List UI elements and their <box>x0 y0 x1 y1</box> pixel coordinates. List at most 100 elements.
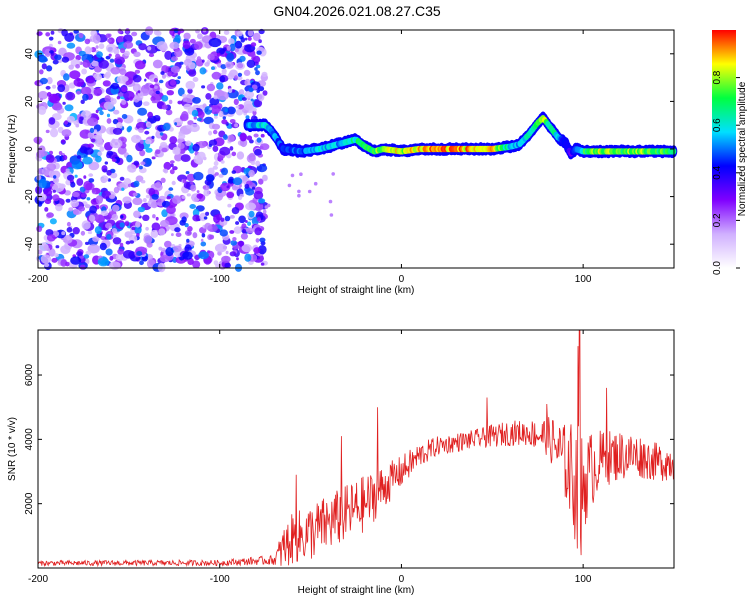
noise-speck <box>121 99 127 105</box>
noise-speck <box>142 214 150 221</box>
noise-speck <box>48 248 56 257</box>
noise-speck <box>146 158 152 165</box>
noise-speck <box>239 55 246 62</box>
noise-speck <box>250 98 254 102</box>
noise-speck <box>211 71 222 80</box>
noise-speck <box>217 91 229 101</box>
noise-speck <box>91 60 99 67</box>
noise-speck <box>114 56 125 65</box>
noise-speck <box>109 58 115 63</box>
noise-speck <box>206 83 216 92</box>
noise-speck <box>247 29 254 37</box>
noise-speck <box>97 257 110 267</box>
noise-speck <box>253 247 261 254</box>
snr-y-label: SNR (10 * v/v) <box>7 417 18 481</box>
noise-speck <box>307 189 312 194</box>
noise-speck <box>73 209 79 215</box>
noise-speck <box>48 36 54 41</box>
noise-speck <box>85 76 96 84</box>
noise-speck <box>192 97 201 104</box>
noise-speck <box>35 185 43 195</box>
noise-speck <box>122 250 135 259</box>
noise-speck <box>192 143 200 152</box>
noise-speck <box>66 174 75 181</box>
noise-speck <box>245 202 257 211</box>
noise-speck <box>164 240 172 248</box>
noise-speck <box>168 99 173 105</box>
noise-speck <box>145 226 149 231</box>
noise-speck <box>168 205 174 209</box>
noise-speck <box>66 221 71 227</box>
noise-speck <box>233 226 242 234</box>
noise-speck <box>44 48 52 58</box>
noise-speck <box>100 210 109 216</box>
noise-speck <box>78 32 84 39</box>
noise-speck <box>174 153 183 162</box>
noise-speck <box>87 230 93 235</box>
noise-speck <box>167 71 173 77</box>
noise-speck <box>241 244 253 253</box>
noise-speck <box>135 142 145 152</box>
noise-speck <box>200 238 204 242</box>
noise-speck <box>68 82 76 89</box>
noise-region <box>33 26 336 273</box>
noise-speck <box>178 133 186 140</box>
noise-speck <box>159 219 170 228</box>
noise-speck <box>46 248 51 252</box>
noise-speck <box>82 156 93 165</box>
noise-speck <box>137 206 146 213</box>
noise-speck <box>245 188 255 196</box>
noise-speck <box>86 197 91 201</box>
noise-speck <box>72 191 80 198</box>
noise-speck <box>215 191 224 201</box>
noise-speck <box>112 118 119 125</box>
noise-speck <box>236 257 239 261</box>
noise-speck <box>242 228 247 234</box>
noise-speck <box>58 183 66 189</box>
noise-speck <box>189 204 196 209</box>
noise-speck <box>234 48 240 53</box>
noise-speck <box>203 188 210 197</box>
noise-speck <box>99 242 107 251</box>
noise-speck <box>234 123 239 128</box>
noise-speck <box>95 195 104 204</box>
noise-speck <box>129 96 133 101</box>
noise-speck <box>57 84 66 93</box>
noise-speck <box>116 122 123 129</box>
colorbar-ticks: 0.0 0.2 0.4 0.6 0.8 <box>712 70 740 275</box>
noise-speck <box>80 86 92 96</box>
noise-speck <box>101 190 112 199</box>
noise-speck <box>150 96 156 102</box>
noise-speck <box>105 33 111 39</box>
noise-speck <box>65 261 70 267</box>
noise-speck <box>250 161 256 166</box>
noise-speck <box>209 107 213 111</box>
noise-speck <box>231 151 237 157</box>
noise-speck <box>70 199 79 208</box>
noise-speck <box>66 115 75 123</box>
noise-speck <box>237 104 245 110</box>
noise-speck <box>173 28 179 33</box>
noise-speck <box>207 225 212 229</box>
noise-speck <box>155 90 160 95</box>
snr-series-line <box>37 329 675 568</box>
noise-speck <box>260 143 270 151</box>
noise-speck <box>226 45 231 51</box>
noise-speck <box>253 190 264 200</box>
noise-speck <box>109 261 121 270</box>
noise-speck <box>197 111 205 119</box>
noise-speck <box>181 216 187 223</box>
noise-speck <box>163 168 169 174</box>
noise-speck <box>126 164 137 173</box>
noise-speck <box>145 122 152 128</box>
noise-speck <box>229 230 235 234</box>
noise-speck <box>61 56 70 63</box>
noise-speck <box>216 82 224 90</box>
noise-speck <box>161 147 168 153</box>
noise-speck <box>211 123 221 130</box>
noise-speck <box>153 77 159 83</box>
noise-speck <box>229 43 236 52</box>
noise-speck <box>75 54 81 61</box>
noise-speck <box>201 59 205 63</box>
noise-speck <box>105 222 112 229</box>
